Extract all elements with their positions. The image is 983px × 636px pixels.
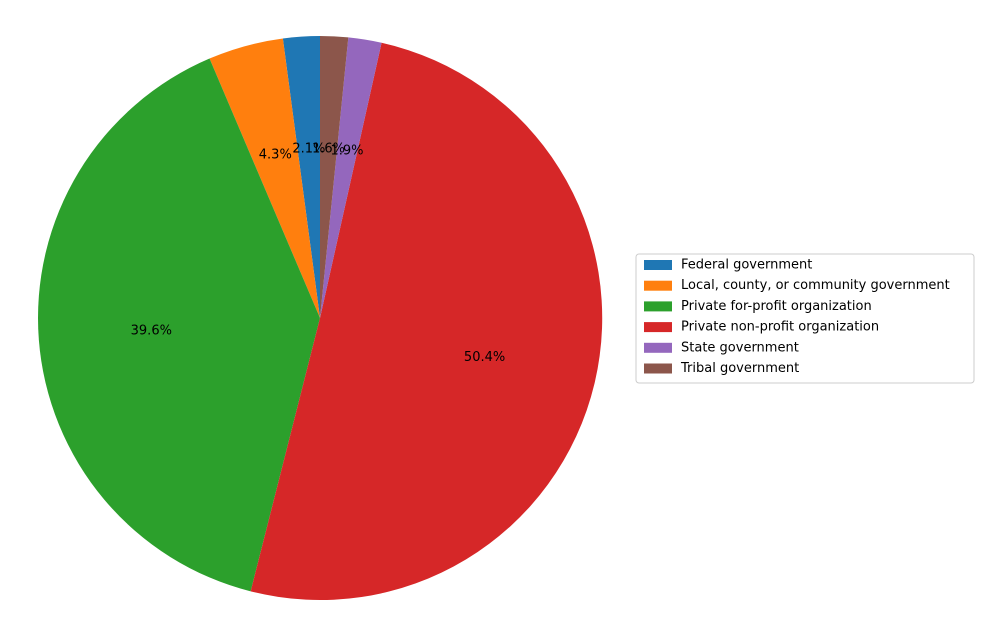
- legend-swatch-4: [644, 342, 672, 353]
- pie-percent-label-4: 1.9%: [331, 143, 364, 158]
- legend-swatch-5: [644, 363, 672, 374]
- pie-percent-label-3: 50.4%: [464, 350, 505, 365]
- pie-slice-5: [320, 36, 349, 318]
- pie-percent-label-0: 2.1%: [292, 142, 325, 157]
- pie-percent-label-2: 39.6%: [131, 324, 172, 339]
- pie-percent-label-5: 1.6%: [312, 142, 345, 157]
- pie-percent-label-1: 4.3%: [259, 147, 292, 162]
- legend-label-4: State government: [681, 340, 799, 355]
- legend-label-5: Tribal government: [680, 361, 799, 376]
- pie-slice-0: [282, 36, 320, 318]
- legend-swatch-0: [644, 260, 672, 270]
- pie-slice-4: [320, 37, 382, 319]
- pie-slice-1: [209, 38, 320, 319]
- legend: Federal government Local, county, or comm…: [635, 253, 975, 384]
- legend-label-3: Private non-profit organization: [681, 320, 879, 335]
- pie-slice-2: [38, 58, 321, 592]
- legend-label-0: Federal government: [681, 258, 812, 273]
- legend-swatch-2: [644, 301, 672, 312]
- pie-slice-3: [250, 42, 603, 601]
- legend-frame: [635, 253, 975, 384]
- legend-label-2: Private for-profit organization: [681, 299, 872, 314]
- legend-label-1: Local, county, or community government: [681, 278, 950, 293]
- legend-swatch-3: [644, 322, 672, 333]
- legend-swatch-1: [644, 280, 672, 291]
- legend-items: Federal government Local, county, or comm…: [644, 258, 950, 376]
- pie-slices: [38, 36, 603, 601]
- pie-percent-labels: 2.1%4.3% 39.6% 50.4% 1.9%1.6%: [131, 142, 506, 365]
